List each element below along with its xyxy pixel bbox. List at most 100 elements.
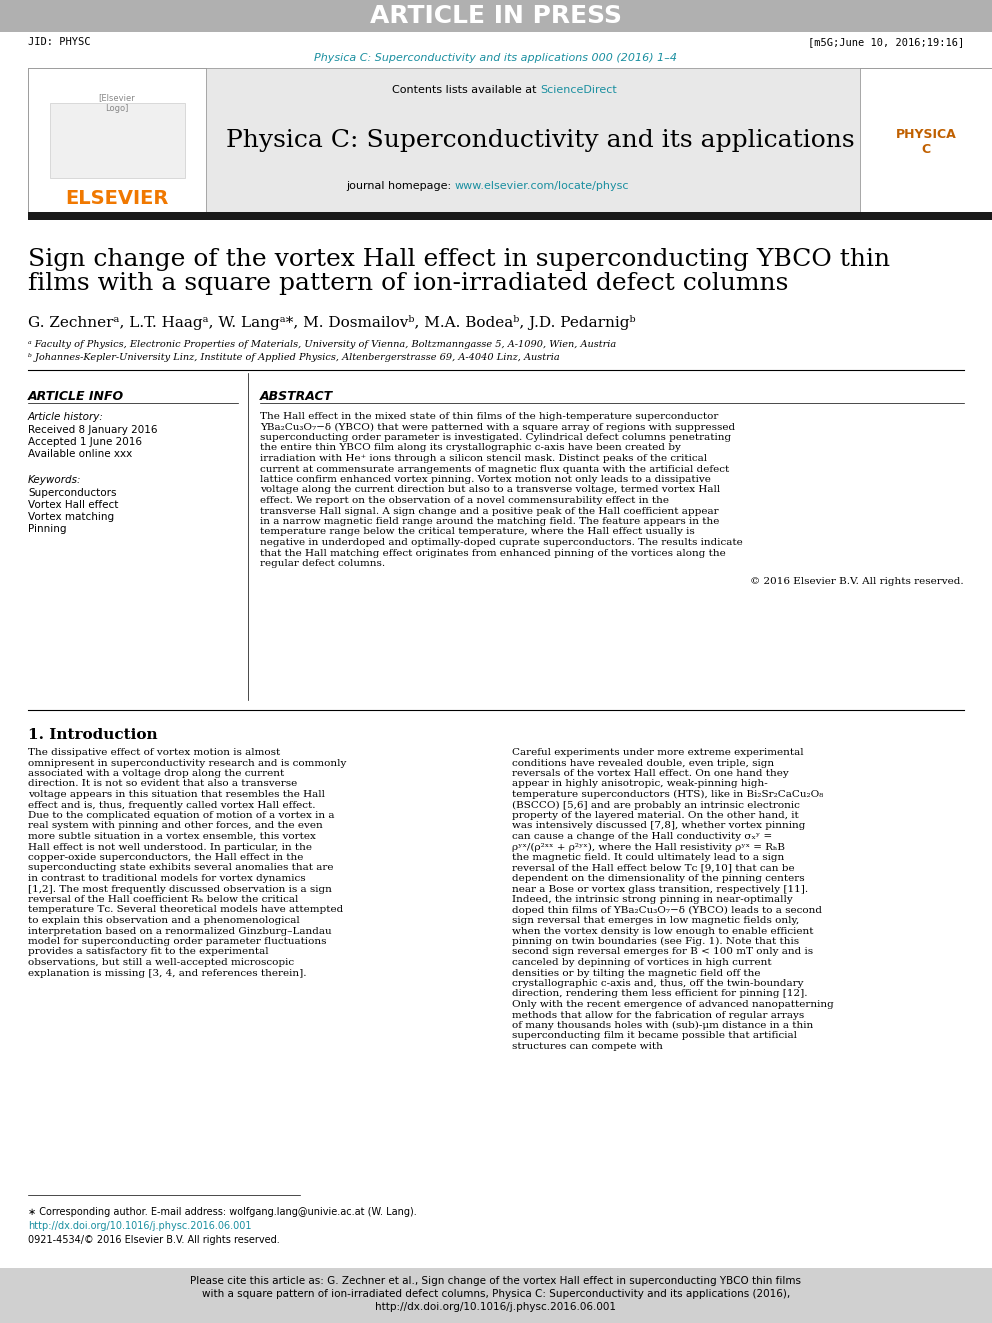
- Text: when the vortex density is low enough to enable efficient: when the vortex density is low enough to…: [512, 926, 813, 935]
- Bar: [50, 103, 185, 179]
- Bar: [0, 0, 992, 32]
- Text: temperature range below the critical temperature, where the Hall effect usually : temperature range below the critical tem…: [260, 528, 694, 537]
- Text: superconducting film it became possible that artificial: superconducting film it became possible …: [512, 1032, 797, 1040]
- Text: reversals of the vortex Hall effect. On one hand they: reversals of the vortex Hall effect. On …: [512, 769, 789, 778]
- Text: methods that allow for the fabrication of regular arrays: methods that allow for the fabrication o…: [512, 1011, 805, 1020]
- Text: densities or by tilting the magnetic field off the: densities or by tilting the magnetic fie…: [512, 968, 761, 978]
- Text: property of the layered material. On the other hand, it: property of the layered material. On the…: [512, 811, 799, 820]
- Bar: [0, 1267, 992, 1323]
- Text: ARTICLE INFO: ARTICLE INFO: [28, 390, 124, 404]
- Bar: [28, 67, 206, 216]
- Text: near a Bose or vortex glass transition, respectively [11].: near a Bose or vortex glass transition, …: [512, 885, 808, 893]
- Text: [m5G;June 10, 2016;19:16]: [m5G;June 10, 2016;19:16]: [807, 37, 964, 48]
- Text: more subtle situation in a vortex ensemble, this vortex: more subtle situation in a vortex ensemb…: [28, 832, 315, 841]
- Text: ELSEVIER: ELSEVIER: [65, 188, 169, 208]
- Text: Keywords:: Keywords:: [28, 475, 81, 486]
- Text: (BSCCO) [5,6] and are probably an intrinsic electronic: (BSCCO) [5,6] and are probably an intrin…: [512, 800, 800, 810]
- Text: transverse Hall signal. A sign change and a positive peak of the Hall coefficien: transverse Hall signal. A sign change an…: [260, 507, 718, 516]
- Text: Vortex Hall effect: Vortex Hall effect: [28, 500, 118, 509]
- Text: associated with a voltage drop along the current: associated with a voltage drop along the…: [28, 769, 285, 778]
- Text: Hall effect is not well understood. In particular, in the: Hall effect is not well understood. In p…: [28, 843, 312, 852]
- Text: Please cite this article as: G. Zechner et al., Sign change of the vortex Hall e: Please cite this article as: G. Zechner …: [190, 1275, 802, 1286]
- Text: was intensively discussed [7,8], whether vortex pinning: was intensively discussed [7,8], whether…: [512, 822, 806, 831]
- Text: irradiation with He⁺ ions through a silicon stencil mask. Distinct peaks of the : irradiation with He⁺ ions through a sili…: [260, 454, 707, 463]
- Text: Available online xxx: Available online xxx: [28, 448, 132, 459]
- Text: Accepted 1 June 2016: Accepted 1 June 2016: [28, 437, 142, 447]
- Text: in contrast to traditional models for vortex dynamics: in contrast to traditional models for vo…: [28, 875, 306, 882]
- Text: sign reversal that emerges in low magnetic fields only,: sign reversal that emerges in low magnet…: [512, 916, 800, 925]
- Text: PHYSICA
C: PHYSICA C: [896, 128, 956, 156]
- Text: [1,2]. The most frequently discussed observation is a sign: [1,2]. The most frequently discussed obs…: [28, 885, 332, 893]
- Text: doped thin films of YBa₂Cu₃O₇−δ (YBCO) leads to a second: doped thin films of YBa₂Cu₃O₇−δ (YBCO) l…: [512, 905, 822, 914]
- Text: pinning on twin boundaries (see Fig. 1). Note that this: pinning on twin boundaries (see Fig. 1).…: [512, 937, 800, 946]
- Text: © 2016 Elsevier B.V. All rights reserved.: © 2016 Elsevier B.V. All rights reserved…: [750, 578, 964, 586]
- Text: regular defect columns.: regular defect columns.: [260, 560, 385, 568]
- Text: direction. It is not so evident that also a transverse: direction. It is not so evident that als…: [28, 779, 298, 789]
- Text: Contents lists available at: Contents lists available at: [392, 85, 540, 95]
- Text: with a square pattern of ion-irradiated defect columns, Physica C: Superconducti: with a square pattern of ion-irradiated …: [202, 1289, 790, 1299]
- Text: reversal of the Hall coefficient Rₕ below the critical: reversal of the Hall coefficient Rₕ belo…: [28, 894, 299, 904]
- Text: can cause a change of the Hall conductivity σₓʸ =: can cause a change of the Hall conductiv…: [512, 832, 772, 841]
- Text: temperature superconductors (HTS), like in Bi₂Sr₂CaCu₂O₈: temperature superconductors (HTS), like …: [512, 790, 823, 799]
- Text: Due to the complicated equation of motion of a vortex in a: Due to the complicated equation of motio…: [28, 811, 334, 820]
- Text: to explain this observation and a phenomenological: to explain this observation and a phenom…: [28, 916, 300, 925]
- Text: observations, but still a well-accepted microscopic: observations, but still a well-accepted …: [28, 958, 294, 967]
- Text: ρʸˣ/(ρ²ˣˣ + ρ²ʸˣ), where the Hall resistivity ρʸˣ = RₕB: ρʸˣ/(ρ²ˣˣ + ρ²ʸˣ), where the Hall resist…: [512, 843, 785, 852]
- Text: www.elsevier.com/locate/physc: www.elsevier.com/locate/physc: [455, 181, 630, 191]
- Text: Pinning: Pinning: [28, 524, 66, 534]
- Text: http://dx.doi.org/10.1016/j.physc.2016.06.001: http://dx.doi.org/10.1016/j.physc.2016.0…: [28, 1221, 252, 1230]
- Text: Article history:: Article history:: [28, 411, 104, 422]
- Text: superconducting order parameter is investigated. Cylindrical defect columns pene: superconducting order parameter is inves…: [260, 433, 731, 442]
- Text: direction, rendering them less efficient for pinning [12].: direction, rendering them less efficient…: [512, 990, 807, 999]
- Text: canceled by depinning of vortices in high current: canceled by depinning of vortices in hig…: [512, 958, 772, 967]
- Text: voltage along the current direction but also to a transverse voltage, termed vor: voltage along the current direction but …: [260, 486, 720, 495]
- Text: appear in highly anisotropic, weak-pinning high-: appear in highly anisotropic, weak-pinni…: [512, 779, 768, 789]
- Text: superconducting state exhibits several anomalies that are: superconducting state exhibits several a…: [28, 864, 333, 872]
- Text: Physica C: Superconductivity and its applications: Physica C: Superconductivity and its app…: [226, 128, 854, 152]
- Text: lattice confirm enhanced vortex pinning. Vortex motion not only leads to a dissi: lattice confirm enhanced vortex pinning.…: [260, 475, 711, 484]
- Text: omnipresent in superconductivity research and is commonly: omnipresent in superconductivity researc…: [28, 758, 346, 767]
- Text: 1. Introduction: 1. Introduction: [28, 728, 158, 742]
- Text: model for superconducting order parameter fluctuations: model for superconducting order paramete…: [28, 937, 326, 946]
- Text: The dissipative effect of vortex motion is almost: The dissipative effect of vortex motion …: [28, 747, 281, 757]
- Bar: [860, 67, 992, 216]
- Text: conditions have revealed double, even triple, sign: conditions have revealed double, even tr…: [512, 758, 774, 767]
- Text: structures can compete with: structures can compete with: [512, 1043, 663, 1050]
- Text: dependent on the dimensionality of the pinning centers: dependent on the dimensionality of the p…: [512, 875, 805, 882]
- Text: the entire thin YBCO film along its crystallographic c-axis have been created by: the entire thin YBCO film along its crys…: [260, 443, 681, 452]
- Text: G. Zechnerᵃ, L.T. Haagᵃ, W. Langᵃ*, M. Dosmailovᵇ, M.A. Bodeaᵇ, J.D. Pedarnigᵇ: G. Zechnerᵃ, L.T. Haagᵃ, W. Langᵃ*, M. D…: [28, 315, 636, 329]
- Text: voltage appears in this situation that resembles the Hall: voltage appears in this situation that r…: [28, 790, 325, 799]
- Text: ᵃ Faculty of Physics, Electronic Properties of Materials, University of Vienna, : ᵃ Faculty of Physics, Electronic Propert…: [28, 340, 616, 349]
- Text: films with a square pattern of ion-irradiated defect columns: films with a square pattern of ion-irrad…: [28, 273, 789, 295]
- Text: Superconductors: Superconductors: [28, 488, 116, 497]
- Text: current at commensurate arrangements of magnetic flux quanta with the artificial: current at commensurate arrangements of …: [260, 464, 729, 474]
- Text: YBa₂Cu₃O₇−δ (YBCO) that were patterned with a square array of regions with suppr: YBa₂Cu₃O₇−δ (YBCO) that were patterned w…: [260, 422, 735, 431]
- Text: ᵇ Johannes-Kepler-University Linz, Institute of Applied Physics, Altenbergerstra: ᵇ Johannes-Kepler-University Linz, Insti…: [28, 353, 559, 363]
- Text: explanation is missing [3, 4, and references therein].: explanation is missing [3, 4, and refere…: [28, 968, 307, 978]
- Text: reversal of the Hall effect below Tᴄ [9,10] that can be: reversal of the Hall effect below Tᴄ [9,…: [512, 864, 795, 872]
- Text: temperature Tᴄ. Several theoretical models have attempted: temperature Tᴄ. Several theoretical mode…: [28, 905, 343, 914]
- Text: copper-oxide superconductors, the Hall effect in the: copper-oxide superconductors, the Hall e…: [28, 853, 304, 863]
- Text: in a narrow magnetic field range around the matching field. The feature appears : in a narrow magnetic field range around …: [260, 517, 719, 527]
- Text: Physica C: Superconductivity and its applications 000 (2016) 1–4: Physica C: Superconductivity and its app…: [314, 53, 678, 64]
- Text: Careful experiments under more extreme experimental: Careful experiments under more extreme e…: [512, 747, 804, 757]
- Text: Indeed, the intrinsic strong pinning in near-optimally: Indeed, the intrinsic strong pinning in …: [512, 894, 793, 904]
- Text: ScienceDirect: ScienceDirect: [540, 85, 617, 95]
- Text: second sign reversal emerges for B < 100 mT only and is: second sign reversal emerges for B < 100…: [512, 947, 813, 957]
- Text: 0921-4534/© 2016 Elsevier B.V. All rights reserved.: 0921-4534/© 2016 Elsevier B.V. All right…: [28, 1234, 280, 1245]
- Bar: [28, 67, 992, 216]
- Text: that the Hall matching effect originates from enhanced pinning of the vortices a: that the Hall matching effect originates…: [260, 549, 726, 557]
- Text: negative in underdoped and optimally-doped cuprate superconductors. The results : negative in underdoped and optimally-dop…: [260, 538, 743, 546]
- Text: real system with pinning and other forces, and the even: real system with pinning and other force…: [28, 822, 322, 831]
- Text: ARTICLE IN PRESS: ARTICLE IN PRESS: [370, 4, 622, 28]
- Text: http://dx.doi.org/10.1016/j.physc.2016.06.001: http://dx.doi.org/10.1016/j.physc.2016.0…: [376, 1302, 616, 1312]
- Text: crystallographic c-axis and, thus, off the twin-boundary: crystallographic c-axis and, thus, off t…: [512, 979, 804, 988]
- Text: ∗ Corresponding author. E-mail address: wolfgang.lang@univie.ac.at (W. Lang).: ∗ Corresponding author. E-mail address: …: [28, 1207, 417, 1217]
- Text: JID: PHYSC: JID: PHYSC: [28, 37, 90, 48]
- Text: journal homepage:: journal homepage:: [346, 181, 455, 191]
- Text: Only with the recent emergence of advanced nanopatterning: Only with the recent emergence of advanc…: [512, 1000, 833, 1009]
- Text: interpretation based on a renormalized Ginzburg–Landau: interpretation based on a renormalized G…: [28, 926, 331, 935]
- Text: Sign change of the vortex Hall effect in superconducting YBCO thin: Sign change of the vortex Hall effect in…: [28, 247, 890, 271]
- Text: effect and is, thus, frequently called vortex Hall effect.: effect and is, thus, frequently called v…: [28, 800, 315, 810]
- Text: provides a satisfactory fit to the experimental: provides a satisfactory fit to the exper…: [28, 947, 269, 957]
